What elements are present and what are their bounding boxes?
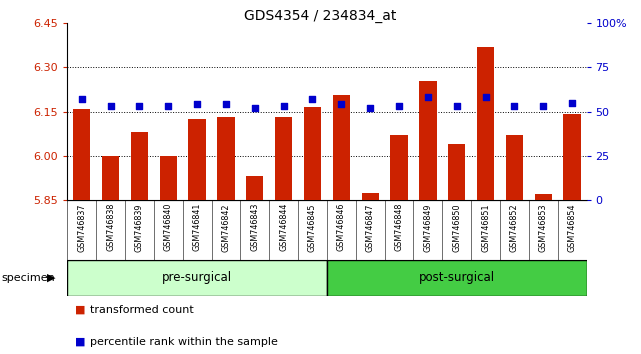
Bar [188, 119, 206, 200]
Point [394, 103, 404, 109]
Point [192, 102, 203, 107]
Point [509, 103, 519, 109]
Point [163, 103, 173, 109]
Point [77, 96, 87, 102]
Bar [327, 260, 587, 296]
Text: GSM746850: GSM746850 [452, 203, 462, 252]
Bar [448, 144, 465, 200]
Point [538, 103, 548, 109]
Point [249, 105, 260, 111]
Point [336, 102, 346, 107]
Text: ■: ■ [75, 305, 85, 315]
Text: percentile rank within the sample: percentile rank within the sample [90, 337, 278, 347]
Bar [304, 107, 321, 200]
Bar [419, 81, 437, 200]
Point [365, 105, 376, 111]
Text: ■: ■ [75, 337, 85, 347]
Text: GSM746841: GSM746841 [192, 203, 202, 251]
Point [481, 95, 491, 100]
Bar [477, 47, 494, 200]
Text: GSM746845: GSM746845 [308, 203, 317, 252]
Bar [506, 135, 523, 200]
Bar [217, 118, 235, 200]
Text: GSM746849: GSM746849 [423, 203, 433, 252]
Text: GSM746842: GSM746842 [221, 203, 231, 252]
Bar [390, 135, 408, 200]
Text: GSM746848: GSM746848 [394, 203, 404, 251]
Bar [362, 193, 379, 200]
Point [221, 102, 231, 107]
Bar [333, 95, 350, 200]
Text: GSM746837: GSM746837 [77, 203, 87, 252]
Text: GDS4354 / 234834_at: GDS4354 / 234834_at [244, 9, 397, 23]
Bar [246, 176, 263, 200]
Bar [563, 114, 581, 200]
Bar [160, 156, 177, 200]
Text: specimen: specimen [1, 273, 55, 283]
Text: GSM746854: GSM746854 [567, 203, 577, 252]
Text: GSM746851: GSM746851 [481, 203, 490, 252]
Text: pre-surgical: pre-surgical [162, 272, 232, 284]
Point [423, 95, 433, 100]
Text: GSM746843: GSM746843 [250, 203, 260, 251]
Point [307, 96, 317, 102]
Text: GSM746846: GSM746846 [337, 203, 346, 251]
Bar [67, 260, 327, 296]
Bar [275, 118, 292, 200]
Text: ▶: ▶ [47, 273, 56, 283]
Text: GSM746853: GSM746853 [538, 203, 548, 252]
Text: post-surgical: post-surgical [419, 272, 495, 284]
Bar [131, 132, 148, 200]
Text: GSM746852: GSM746852 [510, 203, 519, 252]
Point [278, 103, 288, 109]
Text: transformed count: transformed count [90, 305, 194, 315]
Point [105, 103, 115, 109]
Bar [73, 109, 90, 200]
Text: GSM746838: GSM746838 [106, 203, 115, 251]
Point [567, 100, 577, 105]
Bar [102, 156, 119, 200]
Text: GSM746840: GSM746840 [163, 203, 173, 251]
Text: GSM746839: GSM746839 [135, 203, 144, 252]
Point [135, 103, 145, 109]
Text: GSM746844: GSM746844 [279, 203, 288, 251]
Text: GSM746847: GSM746847 [365, 203, 375, 252]
Bar [535, 194, 552, 200]
Point [451, 103, 462, 109]
